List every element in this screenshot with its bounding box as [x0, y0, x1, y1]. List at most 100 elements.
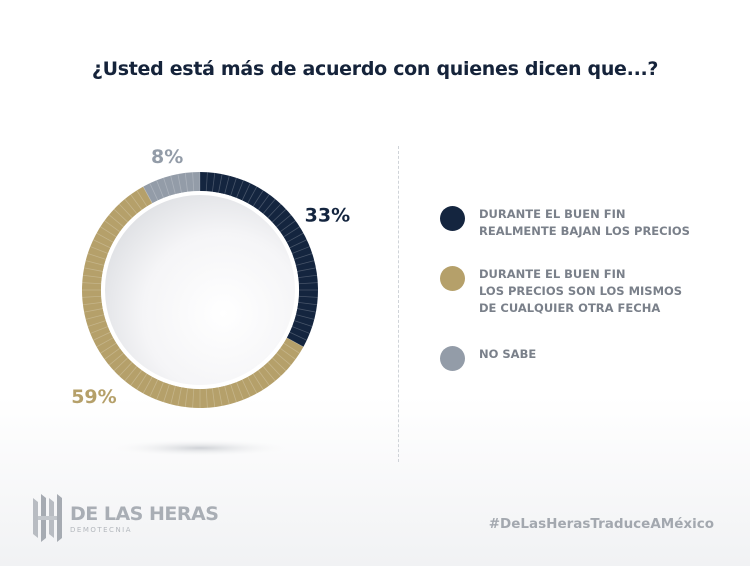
logo-subtitle: DEMOTECNIA: [70, 525, 133, 534]
ring-tick: [104, 347, 121, 360]
ring-tick: [241, 183, 251, 201]
ring-tick: [84, 267, 103, 272]
ring-tick: [156, 381, 164, 400]
legend-label: NO SABE: [479, 347, 537, 361]
ring-tick: [149, 183, 159, 201]
ring-tick: [298, 295, 318, 298]
ring-tick: [156, 180, 164, 199]
ring-tick: [192, 172, 195, 192]
ring-tick: [252, 190, 264, 207]
ring-tick: [291, 246, 310, 254]
ring-tick: [130, 369, 143, 386]
legend-item-1: DURANTE EL BUEN FIN REALMENTE BAJAN LOS …: [440, 206, 729, 240]
legend-swatch: [440, 206, 465, 231]
ring-tick: [142, 376, 153, 394]
ring-tick: [100, 226, 117, 238]
ring-tick: [93, 239, 111, 249]
ring-tick: [184, 388, 188, 408]
ring-tick: [236, 381, 244, 400]
ring-tick: [247, 376, 258, 394]
ring-tick: [85, 314, 105, 320]
ring-tick: [252, 373, 264, 390]
ring-tick: [177, 387, 182, 406]
donut-hole: [101, 191, 299, 389]
ring-tick: [295, 314, 315, 320]
ring-tick: [113, 208, 129, 223]
ring-tick: [96, 337, 114, 348]
slice-label-3: 8%: [151, 146, 183, 168]
ring-tick: [82, 302, 102, 306]
logo-mark-icon: [33, 494, 62, 542]
ring-tick: [276, 352, 292, 366]
ring-tick: [108, 214, 124, 228]
ring-tick: [124, 366, 138, 382]
ring-tick: [124, 198, 138, 214]
ring-tick: [177, 174, 182, 193]
legend-item-3: NO SABE: [440, 346, 729, 371]
ring-tick: [294, 320, 313, 327]
chart-shadow: [105, 439, 295, 457]
ring-tick: [295, 260, 315, 266]
ring-tick: [163, 177, 170, 196]
legend-swatch: [440, 346, 465, 371]
ring-tick: [212, 388, 216, 408]
ring-tick: [184, 172, 188, 192]
divider: [398, 146, 399, 462]
legend-swatch: [440, 266, 465, 291]
ring-tick: [82, 282, 102, 285]
ring-tick: [163, 384, 170, 403]
ring-tick: [113, 357, 129, 372]
ring-tick: [271, 208, 287, 223]
donut-slice-1: [200, 172, 318, 347]
ring-tick: [104, 220, 121, 233]
ring-tick: [286, 337, 304, 348]
ring-tick: [170, 385, 176, 405]
ring-tick: [205, 388, 208, 408]
ring-tick: [241, 379, 251, 397]
ring-tick: [192, 388, 195, 408]
hashtag: #DeLasHerasTraduceAMéxico: [488, 516, 714, 532]
ring-tick: [218, 387, 223, 406]
ring-tick: [118, 361, 133, 377]
ring-tick: [298, 274, 318, 278]
ring-tick: [230, 177, 237, 196]
ring-tick: [297, 267, 316, 272]
ring-tick: [283, 342, 300, 354]
ring-tick: [291, 326, 310, 334]
ring-tick: [130, 194, 143, 211]
ring-tick: [136, 373, 148, 390]
ring-tick: [298, 282, 318, 285]
slice-label-1: 33%: [305, 205, 350, 227]
ring-tick: [93, 331, 111, 341]
ring-tick: [298, 302, 318, 306]
ring-tick: [108, 352, 124, 366]
ring-tick: [247, 186, 258, 204]
legend-label: DURANTE EL BUEN FIN REALMENTE BAJAN LOS …: [479, 207, 690, 238]
ring-tick: [87, 253, 106, 260]
donut-slice-3: [143, 172, 200, 204]
ring-tick: [149, 379, 159, 397]
ring-tick: [218, 174, 223, 193]
ring-tick: [289, 331, 307, 341]
ring-tick: [100, 342, 117, 354]
ring-tick: [82, 295, 102, 298]
ring-tick: [84, 308, 103, 313]
ring-tick: [224, 385, 230, 405]
legend-item-2: DURANTE EL BUEN FIN LOS PRECIOS SON LOS …: [440, 266, 729, 317]
ring-tick: [230, 384, 237, 403]
ring-tick: [294, 253, 313, 260]
ring-tick: [279, 220, 296, 233]
chart-title: ¿Usted está más de acuerdo con quienes d…: [91, 58, 659, 80]
legend-label: DURANTE EL BUEN FIN LOS PRECIOS SON LOS …: [479, 267, 683, 315]
brand-logo: DE LAS HERAS DEMOTECNIA: [30, 492, 219, 544]
ring-tick: [279, 347, 296, 360]
ring-tick: [257, 194, 270, 211]
ring-tick: [262, 198, 276, 214]
ring-tick: [267, 203, 282, 219]
ring-tick: [136, 190, 148, 207]
ring-tick: [142, 186, 153, 204]
ring-tick: [283, 226, 300, 238]
ring-tick: [289, 239, 307, 249]
ring-tick: [257, 369, 270, 386]
